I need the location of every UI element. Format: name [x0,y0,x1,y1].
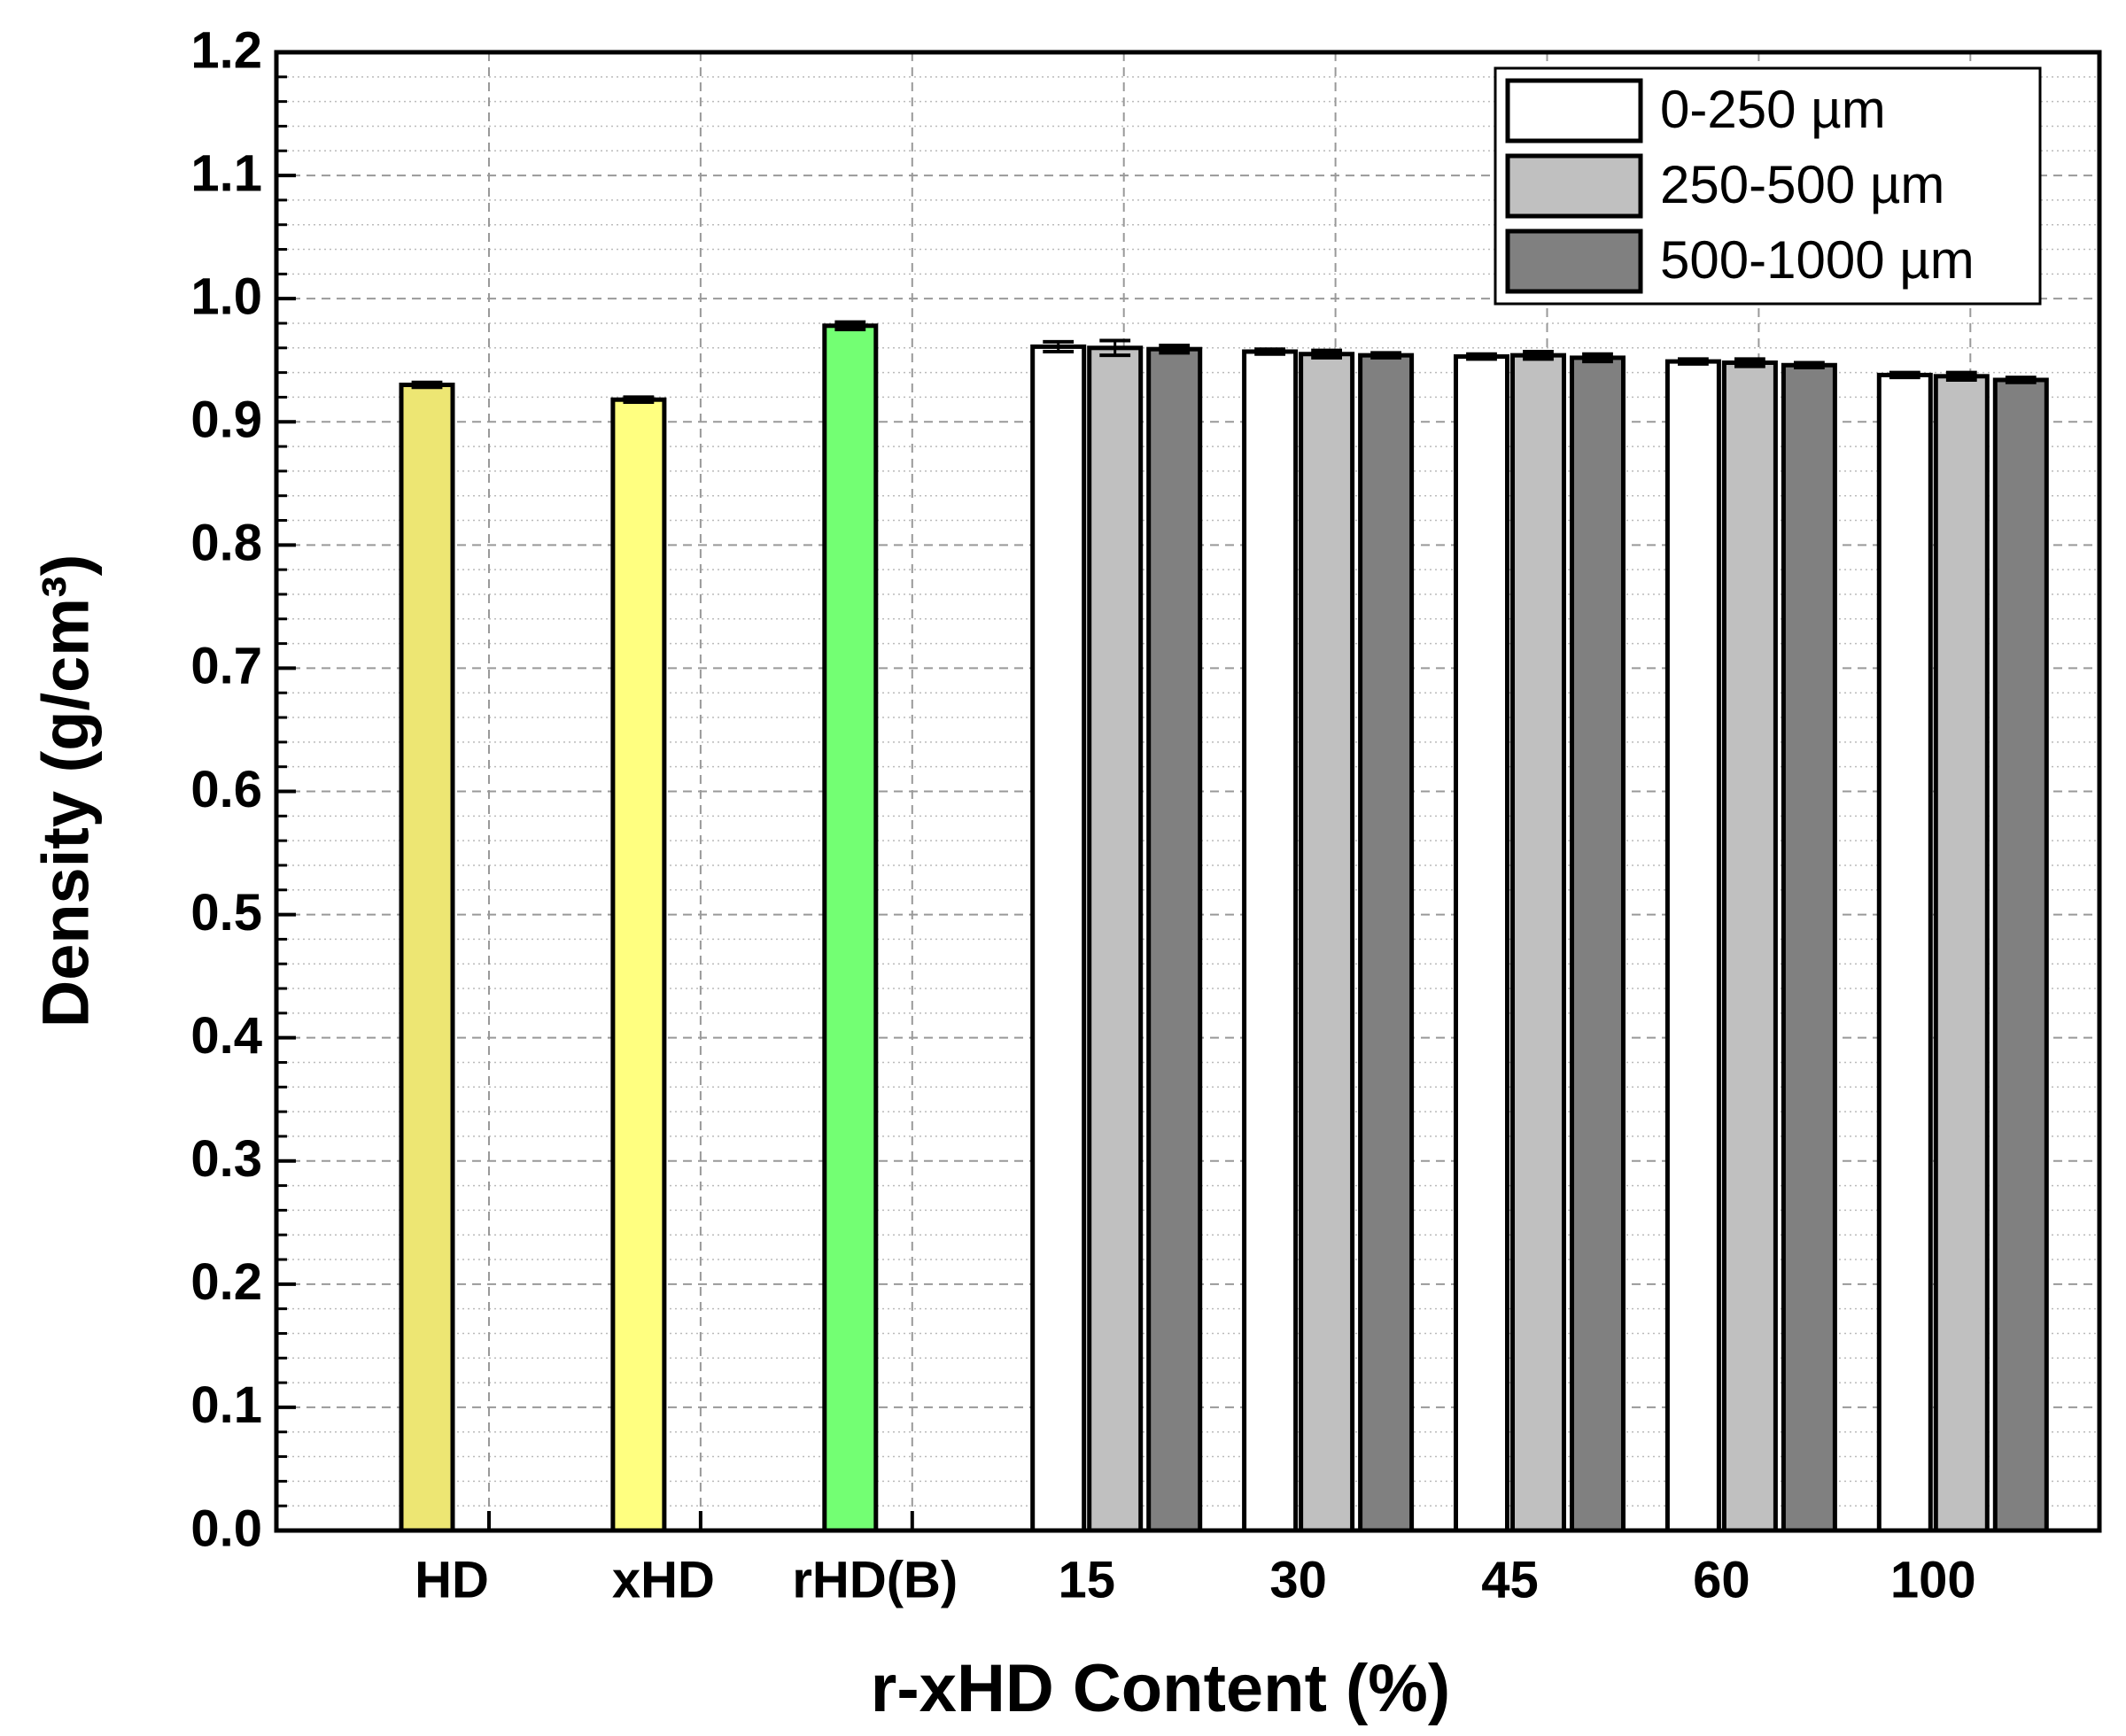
legend-label: 500-1000 µm [1660,230,1975,290]
y-tick-label: 0.4 [190,1007,262,1065]
bar [1358,353,1415,1533]
bar [1454,354,1509,1533]
error-bar [1043,339,1075,353]
y-tick-label: 1.0 [190,267,262,325]
legend-swatch [1505,153,1643,219]
bar [1242,349,1299,1533]
bar [822,323,879,1533]
bar [1721,360,1778,1533]
legend-label: 250-500 µm [1660,155,1944,214]
y-tick-label: 0.5 [190,884,262,942]
bar [1299,352,1355,1533]
error-bar [1523,349,1554,361]
y-tick-label: 0.0 [190,1500,262,1557]
bar [399,383,455,1533]
bar [1933,374,1990,1533]
x-tick-label: rHD(B) [792,1551,958,1608]
bar [1087,345,1144,1533]
legend-swatch [1505,78,1643,143]
x-tick-label: HD [415,1551,489,1608]
error-bar [1794,360,1825,370]
y-tick-label: 0.1 [190,1376,262,1434]
bar [1664,359,1721,1533]
y-axis-title: Density (g/cm³) [29,554,103,1028]
x-tick-label: 30 [1269,1551,1327,1608]
bar [1876,372,1933,1533]
bar [1781,362,1837,1533]
error-bar [1370,351,1401,360]
y-tick-label: 0.2 [190,1253,262,1311]
legend-label: 0-250 µm [1660,80,1886,139]
bar [1992,377,2049,1533]
x-axis-title: r-xHD Content (%) [871,1651,1450,1726]
error-bar [1582,352,1613,364]
legend-swatch [1505,229,1643,294]
x-tick-label: 100 [1890,1551,1976,1608]
bar [1146,346,1203,1533]
y-tick-label: 0.9 [190,391,262,449]
y-tick-label: 0.7 [190,638,262,695]
error-bar [1889,370,1920,380]
x-tick-label: 45 [1481,1551,1539,1608]
x-tick-label: 15 [1058,1551,1115,1608]
bar [1570,355,1626,1533]
error-bar [1099,338,1131,358]
error-bar [1159,344,1191,355]
error-bar [411,380,443,390]
error-bar [623,395,655,404]
y-tick-label: 1.1 [190,144,262,202]
x-tick-label: 60 [1693,1551,1750,1608]
y-tick-label: 0.8 [190,515,262,572]
x-tick-label: xHD [612,1551,715,1608]
y-tick-label: 0.6 [190,761,262,818]
error-bar [1945,370,1977,382]
error-bar [2005,376,2037,384]
bar [610,397,667,1533]
error-bar [1311,348,1342,360]
y-tick-label: 0.3 [190,1130,262,1188]
y-tick-label: 1.2 [190,21,262,79]
bar [1510,353,1566,1533]
error-bar [1734,357,1765,368]
bar [1030,344,1087,1533]
error-bar [1678,357,1709,366]
error-bar [834,320,866,331]
error-bar [1254,347,1285,356]
plot-frame [274,50,2102,1533]
error-bar [1466,352,1497,361]
